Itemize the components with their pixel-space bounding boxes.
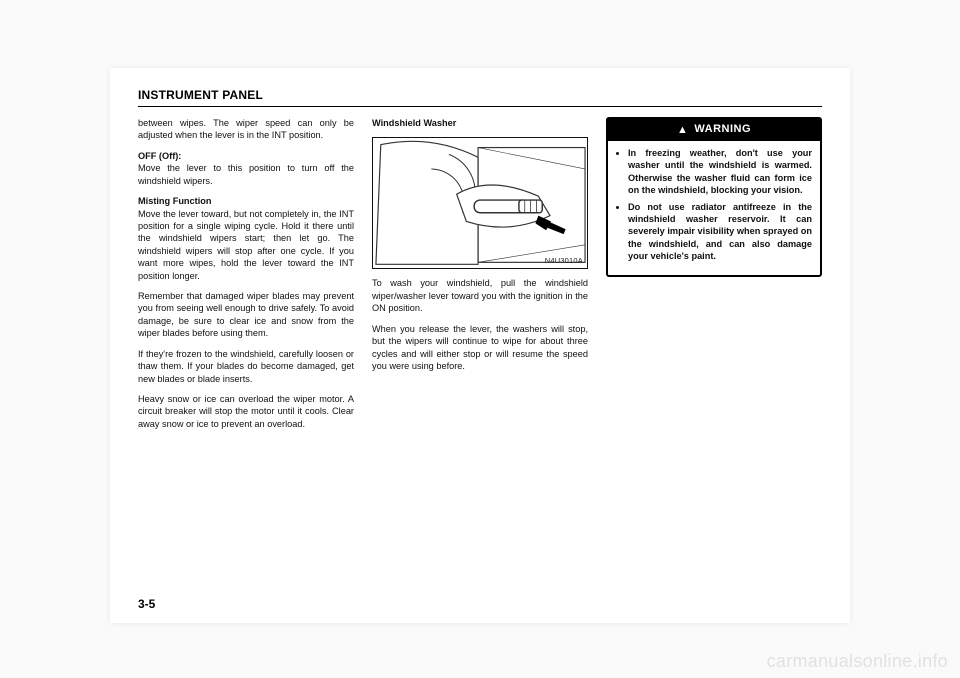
para-damaged-blades: Remember that damaged wiper blades may p… [138, 290, 354, 340]
off-body-text: Move the lever to this position to turn … [138, 163, 354, 185]
misting-head: Misting Function [138, 196, 212, 206]
content-columns: between wipes. The wiper speed can only … [138, 117, 822, 438]
washer-p1: To wash your windshield, pull the windsh… [372, 277, 588, 314]
washer-p2: When you release the lever, the washers … [372, 323, 588, 373]
windshield-washer-title: Windshield Washer [372, 117, 588, 129]
off-head-text: OFF (Off): [138, 151, 181, 161]
watermark: carmanualsonline.info [767, 651, 948, 672]
para-int-continued: between wipes. The wiper speed can only … [138, 117, 354, 142]
washer-figure: N4U3010A [372, 137, 588, 269]
page-number: 3-5 [138, 597, 155, 611]
column-3: ▲ WARNING In freezing weather, don't use … [606, 117, 822, 438]
warning-item-2: Do not use radiator antifreeze in the wi… [628, 201, 812, 263]
warning-icon: ▲ [677, 123, 688, 138]
section-header: INSTRUMENT PANEL [138, 88, 822, 107]
warning-box: ▲ WARNING In freezing weather, don't use … [606, 117, 822, 277]
warning-header: ▲ WARNING [608, 119, 820, 141]
figure-code: N4U3010A [545, 256, 583, 266]
misting-body: Move the lever toward, but not completel… [138, 209, 354, 281]
washer-illustration [373, 138, 587, 268]
warning-body: In freezing weather, don't use your wash… [608, 141, 820, 275]
manual-page: INSTRUMENT PANEL between wipes. The wipe… [110, 68, 850, 623]
misting-para: Misting Function Move the lever toward, … [138, 195, 354, 282]
column-2: Windshield Washer [372, 117, 588, 438]
para-heavy-snow: Heavy snow or ice can overload the wiper… [138, 393, 354, 430]
off-heading: OFF (Off): Move the lever to this positi… [138, 150, 354, 187]
para-frozen-blades: If they're frozen to the windshield, car… [138, 348, 354, 385]
warning-label: WARNING [694, 123, 751, 135]
warning-item-1: In freezing weather, don't use your wash… [628, 147, 812, 197]
column-1: between wipes. The wiper speed can only … [138, 117, 354, 438]
